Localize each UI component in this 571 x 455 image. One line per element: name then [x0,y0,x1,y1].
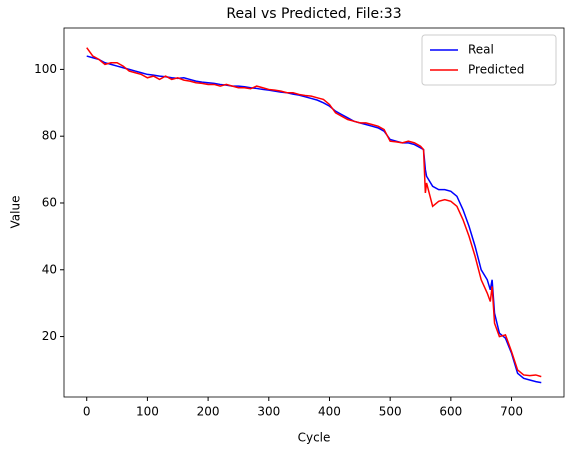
y-tick-label: 100 [34,62,57,76]
x-tick-label: 700 [500,405,523,419]
x-tick-label: 500 [379,405,402,419]
legend-box [421,34,557,86]
y-tick-label: 40 [42,262,57,276]
y-axis-label: Value [9,196,23,229]
chart-title: Real vs Predicted, File:33 [226,6,401,22]
line-series [86,47,542,378]
plot-frame [63,27,565,398]
x-tick-label: 100 [136,405,159,419]
line-series [86,55,542,384]
y-tick-label: 80 [42,129,57,143]
x-tick-label: 200 [197,405,220,419]
x-tick-label: 0 [83,405,91,419]
x-axis-label: Cycle [298,431,331,445]
legend-label: Real [468,43,494,57]
x-tick-label: 300 [257,405,280,419]
y-tick-label: 60 [42,195,57,209]
x-tick-label: 400 [318,405,341,419]
x-tick-label: 600 [439,405,462,419]
legend-label: Predicted [468,63,524,77]
y-tick-label: 20 [42,329,57,343]
